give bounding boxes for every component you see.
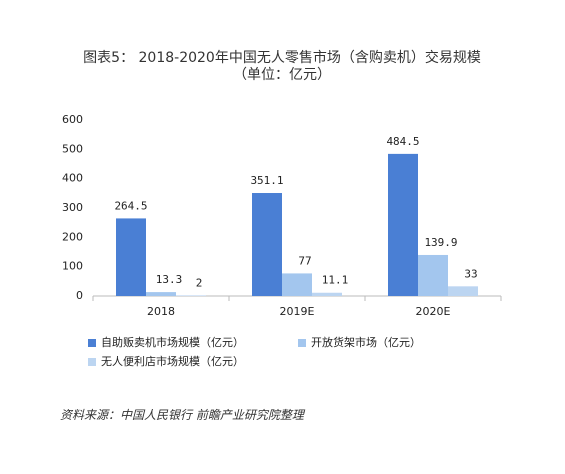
y-tick-label: 300 [62,201,83,214]
legend-label: 开放货架市场（亿元） [311,335,421,349]
chart-title: 图表5： 2018-2020年中国无人零售市场（含购卖机）交易规模（单位：亿元） [83,50,481,83]
legend-swatch [298,339,306,347]
legend-swatch [88,358,96,366]
x-tick-label: 2019E [280,305,315,318]
y-tick-label: 600 [62,113,83,126]
legend-label: 无人便利店市场规模（亿元） [101,354,244,368]
bar [116,218,146,296]
value-label: 351.1 [250,174,283,187]
bar [146,292,176,296]
legend-swatch [88,339,96,347]
bar [176,295,206,296]
value-label: 139.9 [424,236,457,249]
y-tick-label: 0 [76,289,83,302]
y-tick-label: 500 [62,142,83,155]
bar [252,193,282,296]
y-tick-label: 400 [62,172,83,185]
value-label: 77 [298,254,311,267]
bar [418,254,448,296]
value-label: 2 [196,276,203,289]
value-label: 11.1 [322,274,349,287]
value-label: 33 [464,267,477,280]
y-tick-label: 100 [62,260,83,273]
value-label: 264.5 [114,199,147,212]
legend-label: 自助贩卖机市场规模（亿元） [101,335,244,349]
bar [312,292,342,296]
bar [388,153,418,296]
x-tick-label: 2018 [147,305,175,318]
bar [282,273,312,296]
source-note: 资料来源：中国人民银行 前瞻产业研究院整理 [60,408,304,422]
value-label: 13.3 [156,273,183,286]
x-tick-label: 2020E [416,305,451,318]
y-tick-label: 200 [62,230,83,243]
bar [448,286,478,296]
value-label: 484.5 [386,135,419,148]
